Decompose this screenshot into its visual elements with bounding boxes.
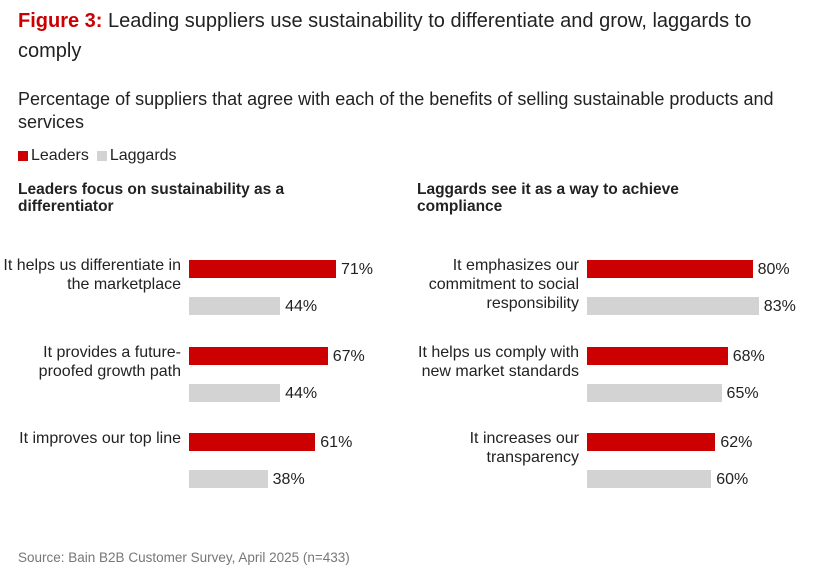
category-label: It improves our top line [19,430,181,447]
category-label: It increases our transparency [469,430,579,466]
chart-title: Laggards see it as a way to achieve comp… [417,181,679,215]
legend-item: Leaders [18,147,89,165]
bar [587,433,716,451]
value-label: 83% [763,298,796,315]
bar [189,346,328,365]
category-label: It emphasizes our commitment to social r… [428,257,579,312]
title-text: Leading suppliers use sustainability to … [18,10,752,62]
value-label: 65% [726,384,759,402]
value-label: 71% [340,261,373,278]
value-label: 38% [272,471,305,488]
legend-swatch [18,151,28,161]
category-label: It helps us comply with new market stand… [418,343,579,380]
value-label: 44% [285,298,318,315]
bar [189,433,316,451]
value-label: 61% [320,434,353,451]
bar [189,260,336,278]
value-label: 44% [285,384,318,402]
bar [587,297,759,315]
value-label: 68% [732,347,765,365]
subtitle: Percentage of suppliers that agree with … [18,89,774,132]
legend-label: Leaders [31,147,89,164]
category-label: It provides a future-proofed growth path [38,343,181,380]
value-label: 60% [716,471,749,488]
bar [587,383,722,402]
source: Source: Bain B2B Customer Survey, April … [18,550,350,565]
legend: Leaders Laggards [18,147,177,165]
legend-label: Laggards [109,147,177,164]
title: Figure 3: Leading suppliers use sustaina… [18,6,818,66]
value-label: 80% [757,261,790,278]
bar [587,346,728,365]
bar [189,297,281,315]
bar [587,260,753,278]
bar [189,470,268,488]
value-label: 67% [332,347,365,365]
legend-swatch [96,151,107,161]
category-label: It helps us differentiate in the marketp… [3,257,181,293]
chart-title: Leaders focus on sustainability as a dif… [18,181,285,215]
value-label: 62% [720,434,753,451]
bar [587,470,712,488]
title-prefix: Figure 3: [18,10,103,32]
bar [189,383,281,402]
legend-item: Laggards [96,147,177,165]
